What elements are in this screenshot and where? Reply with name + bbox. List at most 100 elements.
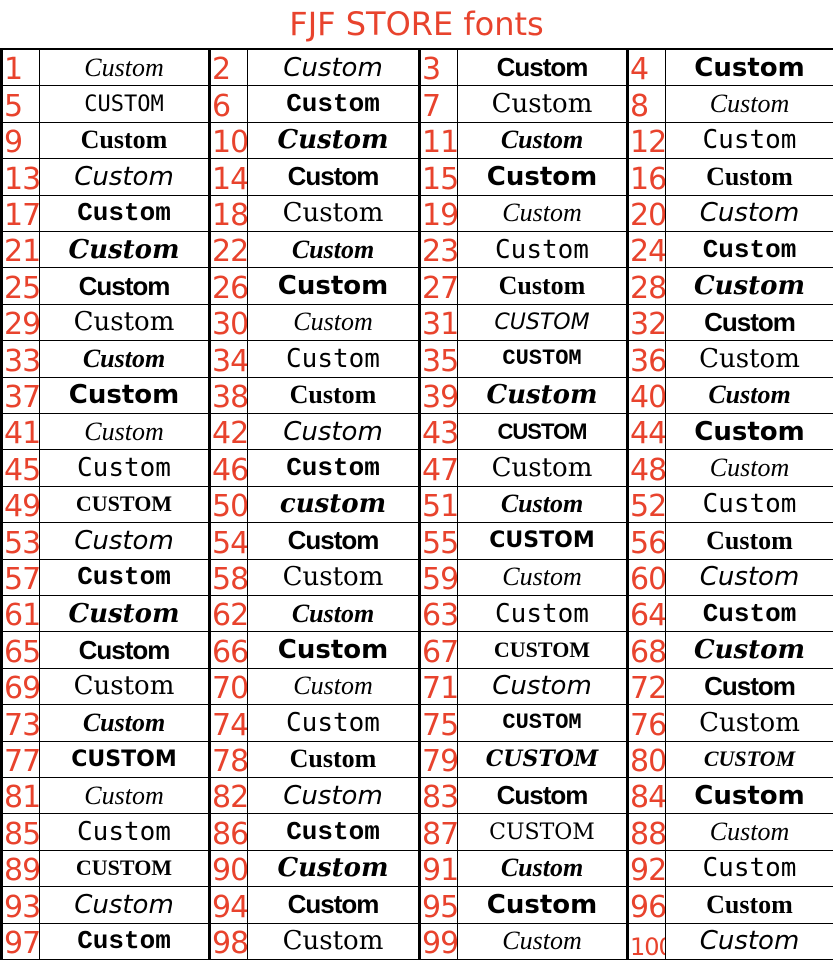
font-number: 38: [208, 377, 248, 414]
font-sample: Custom: [40, 341, 208, 378]
font-sample: Custom: [40, 924, 208, 960]
font-number: 10: [208, 122, 248, 160]
font-number: 82: [208, 778, 248, 815]
font-number: 57: [0, 559, 40, 596]
font-sample: Custom: [666, 778, 833, 815]
font-sample: Custom: [40, 268, 208, 305]
font-sample: Custom: [248, 232, 418, 269]
font-sample: Custom: [666, 814, 833, 851]
font-sample: Custom: [40, 560, 208, 596]
font-number: 24: [626, 232, 666, 269]
font-number: 83: [418, 778, 458, 815]
font-sample: Custom: [666, 924, 833, 960]
font-sample: custom: [248, 487, 418, 524]
font-number: 28: [626, 268, 666, 305]
font-sample: Custom: [248, 560, 418, 596]
font-sample: Custom: [248, 50, 418, 87]
font-number: 30: [208, 304, 248, 342]
font-number: 64: [626, 596, 666, 633]
font-sample: Custom: [666, 487, 833, 524]
font-sample: Custom: [40, 159, 208, 196]
font-number: 56: [626, 523, 666, 560]
font-sample: Custom: [458, 596, 626, 633]
font-sample: CUSTOM: [458, 341, 626, 378]
font-sample: Custom: [248, 159, 418, 196]
font-sample: Custom: [666, 123, 833, 160]
font-sample: Custom: [40, 778, 208, 815]
font-sample: Custom: [458, 50, 626, 87]
font-number: 31: [418, 304, 458, 342]
font-number: 99: [418, 923, 458, 960]
font-sample: Custom: [458, 778, 626, 815]
font-number: 73: [0, 705, 40, 742]
font-number: 96: [626, 887, 666, 924]
font-sample: Custom: [248, 887, 418, 924]
font-number: 2: [208, 50, 248, 87]
font-sample: Custom: [666, 523, 833, 560]
font-sample: Custom: [248, 596, 418, 633]
font-sample: Custom: [40, 669, 208, 706]
font-sample: Custom: [458, 268, 626, 305]
font-sample: Custom: [248, 851, 418, 888]
font-sample: CUSTOM: [666, 742, 833, 778]
font-number: 47: [418, 450, 458, 487]
font-sample: Custom: [248, 778, 418, 815]
font-number: 46: [208, 450, 248, 487]
font-sample: CUSTOM: [458, 523, 626, 560]
font-number: 59: [418, 559, 458, 596]
font-number: 67: [418, 632, 458, 669]
font-number: 63: [418, 596, 458, 633]
font-number: 5: [0, 86, 40, 123]
font-sample: Custom: [248, 123, 418, 160]
font-sample: Custom: [458, 487, 626, 524]
font-number: 69: [0, 668, 40, 706]
font-sample: Custom: [40, 50, 208, 87]
font-sample: Custom: [40, 523, 208, 560]
font-sample: Custom: [458, 232, 626, 269]
page-title: FJF STORE fonts: [289, 5, 544, 43]
font-number: 93: [0, 887, 40, 924]
font-number: 26: [208, 268, 248, 305]
font-number: 88: [626, 814, 666, 851]
font-number: 18: [208, 195, 248, 232]
font-sample: CUSTOM: [458, 705, 626, 742]
font-number: 25: [0, 268, 40, 305]
font-number: 3: [418, 50, 458, 87]
font-number: 9: [0, 122, 40, 160]
font-number: 100: [626, 923, 666, 960]
font-number: 29: [0, 304, 40, 342]
font-sample: Custom: [248, 305, 418, 342]
font-sample: Custom: [40, 305, 208, 342]
font-number: 91: [418, 850, 458, 888]
font-sample: CUSTOM: [458, 305, 626, 342]
font-number: 45: [0, 450, 40, 487]
font-number: 58: [208, 559, 248, 596]
font-sample: CUSTOM: [40, 487, 208, 524]
font-number: 66: [208, 632, 248, 669]
font-sample: Custom: [666, 50, 833, 87]
font-number: 39: [418, 377, 458, 414]
font-sample: Custom: [248, 268, 418, 305]
font-number: 35: [418, 341, 458, 378]
font-sample: Custom: [666, 669, 833, 706]
font-number: 77: [0, 741, 40, 778]
font-number: 16: [626, 159, 666, 196]
font-sample: Custom: [248, 378, 418, 414]
font-sample: Custom: [40, 887, 208, 924]
font-number: 86: [208, 814, 248, 851]
font-sample: Custom: [248, 742, 418, 778]
font-sample: CUSTOM: [458, 632, 626, 669]
font-sample: Custom: [666, 86, 833, 123]
font-sample: Custom: [40, 705, 208, 742]
font-sample: Custom: [666, 414, 833, 451]
font-sample: Custom: [458, 159, 626, 196]
font-number: 12: [626, 122, 666, 160]
font-number: 8: [626, 86, 666, 123]
font-sample: Custom: [248, 924, 418, 960]
font-number: 79: [418, 741, 458, 778]
font-sample: Custom: [458, 450, 626, 487]
font-number: 13: [0, 159, 40, 196]
font-sample: Custom: [666, 159, 833, 196]
font-number: 44: [626, 414, 666, 451]
font-sample: Custom: [666, 341, 833, 378]
